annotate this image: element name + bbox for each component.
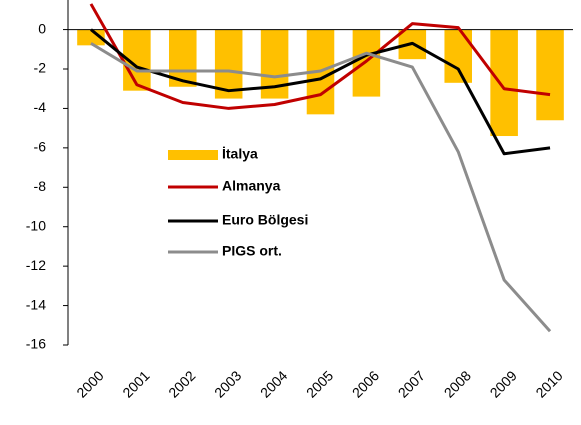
x-tick-label: 2008 <box>441 367 474 400</box>
x-tick-label: 2010 <box>532 367 565 400</box>
line <box>90 42 552 333</box>
y-tick-label: -6 <box>34 139 47 155</box>
legend-swatch <box>168 150 218 160</box>
legend-label: Almanya <box>222 178 281 194</box>
legend-label: Euro Bölgesi <box>222 212 308 228</box>
y-tick-label: -14 <box>26 296 46 312</box>
y-tick-label: -4 <box>34 99 47 115</box>
x-tick-label: 2000 <box>73 367 106 400</box>
x-tick-label: 2009 <box>487 367 520 400</box>
x-tick-label: 2004 <box>257 367 290 400</box>
y-tick-label: -8 <box>34 178 47 194</box>
x-tick-label: 2001 <box>119 367 152 400</box>
bar <box>490 29 518 137</box>
bar <box>444 29 472 83</box>
x-tick-label: 2006 <box>349 367 382 400</box>
y-tick-label: -10 <box>26 217 46 233</box>
bar <box>536 29 564 121</box>
x-tick-label: 2002 <box>165 367 198 400</box>
bar <box>352 29 381 97</box>
legend-label: PIGS ort. <box>222 243 282 259</box>
y-tick-label: -2 <box>34 60 47 76</box>
y-tick-label: 0 <box>38 20 46 36</box>
line <box>89 3 551 110</box>
line <box>90 28 551 156</box>
x-tick-label: 2007 <box>395 367 428 400</box>
y-tick-label: -12 <box>26 257 46 273</box>
x-tick-label: 2003 <box>211 367 244 400</box>
x-tick-label: 2005 <box>303 367 336 400</box>
y-tick-label: -16 <box>26 336 46 352</box>
bar <box>214 29 243 99</box>
legend-label: İtalya <box>222 146 258 162</box>
